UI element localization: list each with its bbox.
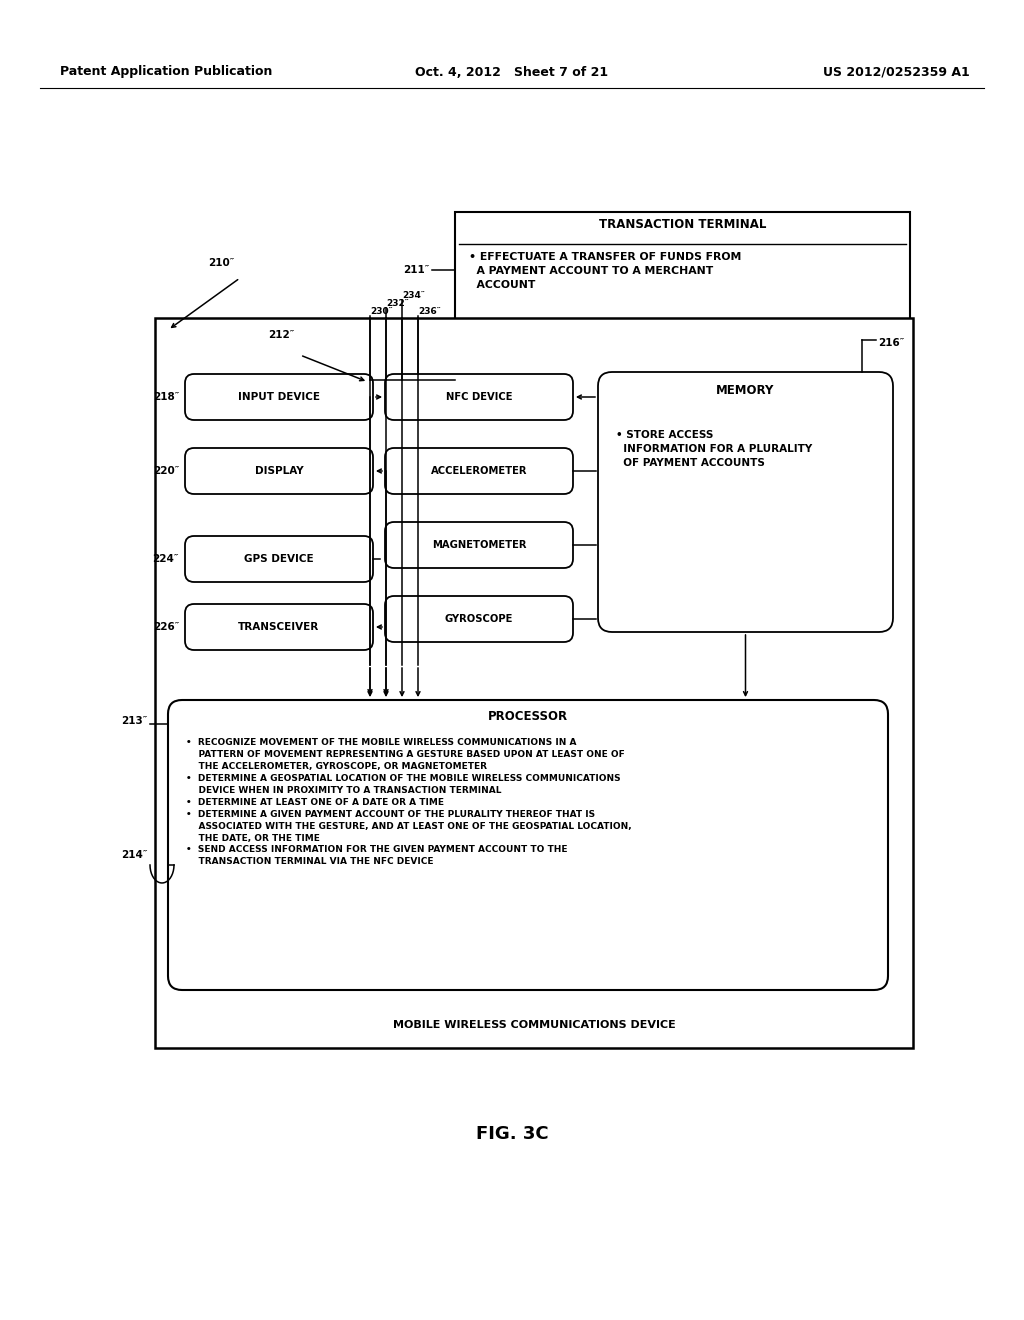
Text: TRANSACTION TERMINAL: TRANSACTION TERMINAL: [599, 218, 766, 231]
Text: PROCESSOR: PROCESSOR: [488, 710, 568, 723]
FancyBboxPatch shape: [385, 374, 573, 420]
Text: 218″: 218″: [153, 392, 179, 403]
Text: 216″: 216″: [878, 338, 904, 348]
Text: 226″: 226″: [153, 622, 179, 632]
FancyBboxPatch shape: [185, 536, 373, 582]
Text: 210″: 210″: [208, 257, 234, 268]
Text: 213″: 213″: [122, 715, 148, 726]
Text: FIG. 3C: FIG. 3C: [476, 1125, 548, 1143]
FancyBboxPatch shape: [185, 447, 373, 494]
FancyBboxPatch shape: [598, 372, 893, 632]
Text: US 2012/0252359 A1: US 2012/0252359 A1: [823, 66, 970, 78]
Text: •  RECOGNIZE MOVEMENT OF THE MOBILE WIRELESS COMMUNICATIONS IN A
    PATTERN OF : • RECOGNIZE MOVEMENT OF THE MOBILE WIREL…: [186, 738, 632, 866]
Text: MOBILE WIRELESS COMMUNICATIONS DEVICE: MOBILE WIRELESS COMMUNICATIONS DEVICE: [392, 1020, 676, 1030]
Text: 220″: 220″: [153, 466, 179, 477]
Text: ACCELEROMETER: ACCELEROMETER: [431, 466, 527, 477]
Text: Oct. 4, 2012   Sheet 7 of 21: Oct. 4, 2012 Sheet 7 of 21: [416, 66, 608, 78]
FancyBboxPatch shape: [185, 605, 373, 649]
Text: • STORE ACCESS
  INFORMATION FOR A PLURALITY
  OF PAYMENT ACCOUNTS: • STORE ACCESS INFORMATION FOR A PLURALI…: [616, 430, 812, 469]
Text: DISPLAY: DISPLAY: [255, 466, 303, 477]
Bar: [455, 213, 910, 380]
Text: MEMORY: MEMORY: [717, 384, 775, 397]
Text: Patent Application Publication: Patent Application Publication: [60, 66, 272, 78]
Text: 211″: 211″: [403, 265, 430, 275]
Text: GYROSCOPE: GYROSCOPE: [444, 614, 513, 624]
Text: 224″: 224″: [153, 554, 179, 564]
Text: • EFFECTUATE A TRANSFER OF FUNDS FROM
  A PAYMENT ACCOUNT TO A MERCHANT
  ACCOUN: • EFFECTUATE A TRANSFER OF FUNDS FROM A …: [469, 252, 741, 290]
Text: 234″: 234″: [402, 290, 425, 300]
Text: 236″: 236″: [418, 308, 440, 315]
Text: NFC DEVICE: NFC DEVICE: [445, 392, 512, 403]
FancyBboxPatch shape: [168, 700, 888, 990]
FancyBboxPatch shape: [385, 447, 573, 494]
Bar: [155, 318, 913, 1048]
Text: TRANSCEIVER: TRANSCEIVER: [239, 622, 319, 632]
FancyBboxPatch shape: [385, 597, 573, 642]
Text: 232″: 232″: [386, 300, 409, 308]
FancyBboxPatch shape: [385, 521, 573, 568]
Text: INPUT DEVICE: INPUT DEVICE: [238, 392, 319, 403]
Text: 230″: 230″: [370, 308, 392, 315]
FancyBboxPatch shape: [185, 374, 373, 420]
Text: MAGNETOMETER: MAGNETOMETER: [432, 540, 526, 550]
Text: GPS DEVICE: GPS DEVICE: [244, 554, 313, 564]
Text: 214″: 214″: [122, 850, 148, 861]
Text: 212″: 212″: [268, 330, 294, 341]
